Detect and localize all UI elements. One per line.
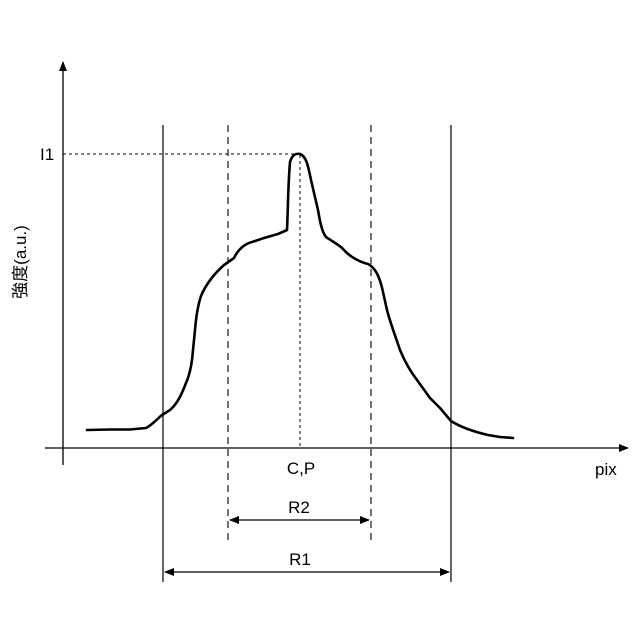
center-label: C,P (287, 459, 315, 478)
r2-label: R2 (288, 498, 310, 517)
r1-label: R1 (289, 550, 311, 569)
peak-level-label: I1 (40, 145, 54, 164)
x-axis-label: pix (595, 460, 617, 479)
y-axis-label: 強度(a.u.) (11, 225, 30, 299)
